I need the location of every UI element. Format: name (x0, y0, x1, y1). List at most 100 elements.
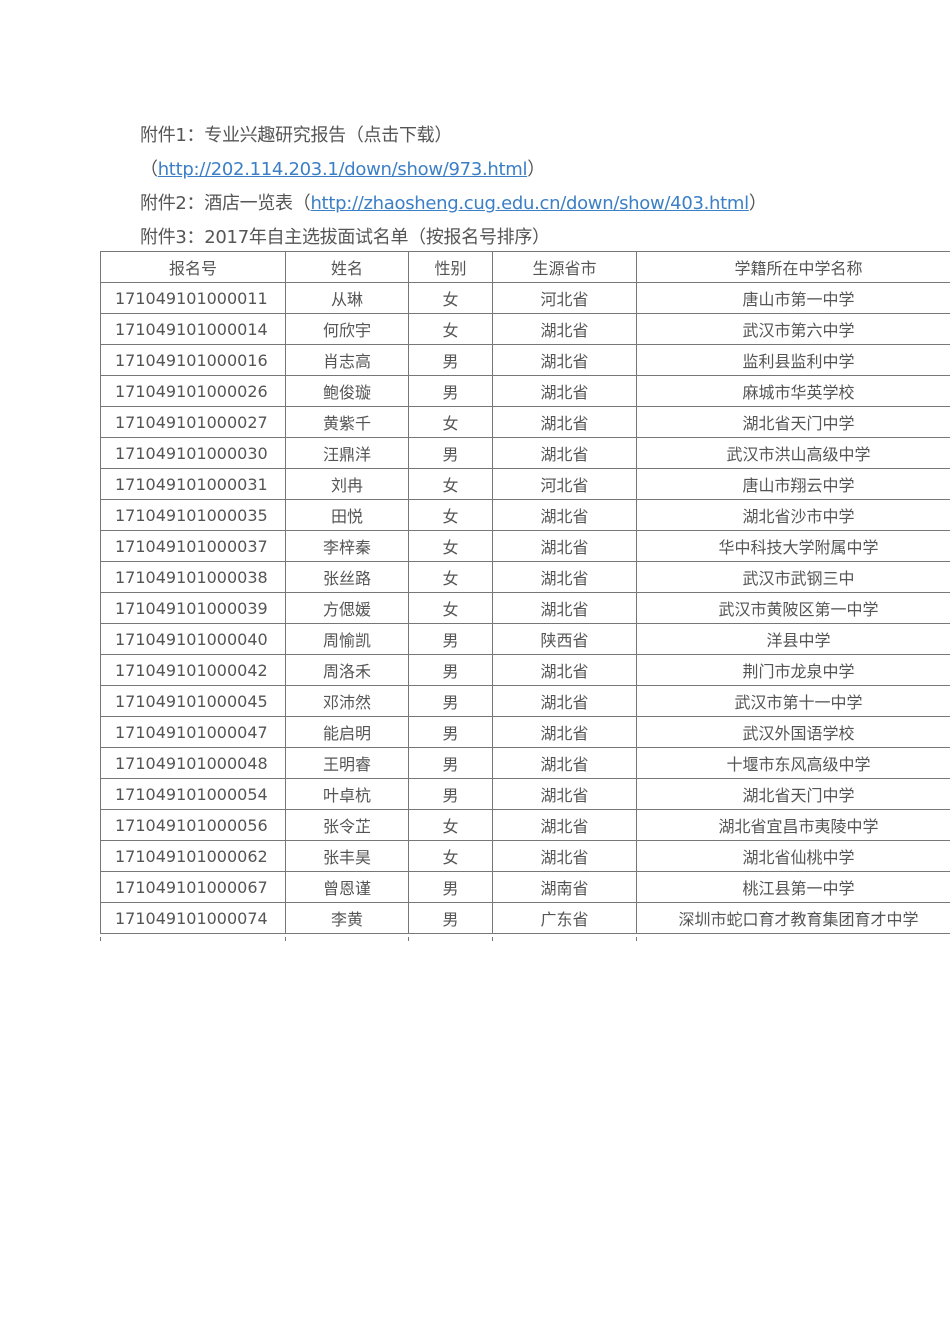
school-name-cell: 湖北省天门中学 (636, 406, 950, 438)
registration-id-cell: 171049101000037 (100, 530, 286, 562)
table-row: 171049101000037 李梓秦女湖北省 华中科技大学附属中学 (100, 530, 950, 562)
table-row: 171049101000047 能启明男湖北省 武汉外国语学校 (100, 716, 950, 748)
registration-id-cell: 171049101000042 (100, 654, 286, 686)
school-name-cell: 荆门市龙泉中学 (636, 654, 950, 686)
gender-cell: 男 (408, 344, 493, 376)
student-name-cell: 方偲媛 (285, 592, 409, 624)
student-name-cell: 邓沛然 (285, 685, 409, 717)
registration-id-cell: 171049101000011 (100, 282, 286, 314)
gender-cell: 男 (408, 902, 493, 934)
table-row: 171049101000056 张令芷女湖北省 湖北省宜昌市夷陵中学 (100, 809, 950, 841)
registration-id-cell: 171049101000039 (100, 592, 286, 624)
gender-cell: 女 (408, 468, 493, 500)
gender-cell: 男 (408, 375, 493, 407)
school-name-cell: 湖北省天门中学 (636, 778, 950, 810)
table-row: 171049101000039 方偲媛女湖北省 武汉市黄陂区第一中学 (100, 592, 950, 624)
school-name-cell: 深圳市蛇口育才教育集团育才中学 (636, 902, 950, 934)
student-name-cell: 肖志高 (285, 344, 409, 376)
school-name-cell: 湖北省仙桃中学 (636, 840, 950, 872)
table-edge (408, 937, 409, 941)
gender-cell: 男 (408, 716, 493, 748)
student-name-cell: 李梓秦 (285, 530, 409, 562)
school-name-cell: 湖北省宜昌市夷陵中学 (636, 809, 950, 841)
table-row: 171049101000035 田悦女湖北省 湖北省沙市中学 (100, 499, 950, 531)
student-name-cell: 何欣宇 (285, 313, 409, 345)
student-name-cell: 张丰昊 (285, 840, 409, 872)
table-row: 171049101000011 从琳女河北省 唐山市第一中学 (100, 282, 950, 314)
province-cell: 湖北省 (492, 344, 637, 376)
column-header: 性别 (408, 251, 493, 283)
gender-cell: 女 (408, 406, 493, 438)
attachment-2-link[interactable]: http://zhaosheng.cug.edu.cn/down/show/40… (310, 193, 749, 214)
registration-id-cell: 171049101000074 (100, 902, 286, 934)
registration-id-cell: 171049101000047 (100, 716, 286, 748)
gender-cell: 女 (408, 282, 493, 314)
student-name-cell: 李黄 (285, 902, 409, 934)
student-name-cell: 刘冉 (285, 468, 409, 500)
registration-id-cell: 171049101000014 (100, 313, 286, 345)
province-cell: 湖北省 (492, 716, 637, 748)
table-row: 171049101000030 汪鼎洋男湖北省 武汉市洪山高级中学 (100, 437, 950, 469)
table-row: 171049101000045 邓沛然男湖北省 武汉市第十一中学 (100, 685, 950, 717)
table-row: 171049101000048 王明睿男湖北省 十堰市东风高级中学 (100, 747, 950, 779)
school-name-cell: 武汉市第十一中学 (636, 685, 950, 717)
gender-cell: 女 (408, 499, 493, 531)
school-name-cell: 唐山市第一中学 (636, 282, 950, 314)
table-row: 171049101000031 刘冉女河北省 唐山市翔云中学 (100, 468, 950, 500)
student-name-cell: 王明睿 (285, 747, 409, 779)
province-cell: 河北省 (492, 282, 637, 314)
attachment-3: 附件3：2017年自主选拔面试名单（按报名号排序） (140, 223, 550, 249)
province-cell: 湖北省 (492, 592, 637, 624)
gender-cell: 女 (408, 313, 493, 345)
attachment-2-text: 附件2：酒店一览表（ (140, 193, 311, 214)
registration-id-cell: 171049101000016 (100, 344, 286, 376)
province-cell: 湖北省 (492, 406, 637, 438)
student-name-cell: 周愉凯 (285, 623, 409, 655)
gender-cell: 女 (408, 840, 493, 872)
school-name-cell: 华中科技大学附属中学 (636, 530, 950, 562)
table-row: 171049101000038 张丝路女湖北省 武汉市武钢三中 (100, 561, 950, 593)
student-name-cell: 张丝路 (285, 561, 409, 593)
province-cell: 河北省 (492, 468, 637, 500)
school-name-cell: 武汉市黄陂区第一中学 (636, 592, 950, 624)
province-cell: 陕西省 (492, 623, 637, 655)
gender-cell: 女 (408, 809, 493, 841)
registration-id-cell: 171049101000054 (100, 778, 286, 810)
table-row: 171049101000074 李黄男广东省 深圳市蛇口育才教育集团育才中学 (100, 902, 950, 934)
student-name-cell: 曾恩谨 (285, 871, 409, 903)
registration-id-cell: 171049101000031 (100, 468, 286, 500)
province-cell: 湖北省 (492, 778, 637, 810)
paren-open: （ (140, 159, 158, 180)
student-name-cell: 能启明 (285, 716, 409, 748)
table-edge (285, 937, 286, 941)
province-cell: 湖北省 (492, 313, 637, 345)
column-header: 生源省市 (492, 251, 637, 283)
gender-cell: 男 (408, 778, 493, 810)
registration-id-cell: 171049101000048 (100, 747, 286, 779)
attachment-1-text: 附件1：专业兴趣研究报告（点击下载） (140, 125, 453, 146)
column-header: 学籍所在中学名称 (636, 251, 950, 283)
table-edge (492, 937, 493, 941)
attachment-3-text: 附件3：2017年自主选拔面试名单（按报名号排序） (140, 227, 550, 248)
gender-cell: 男 (408, 623, 493, 655)
table-row: 171049101000027 黄紫千女湖北省 湖北省天门中学 (100, 406, 950, 438)
attachment-2: 附件2：酒店一览表（http://zhaosheng.cug.edu.cn/do… (140, 189, 767, 215)
attachment-1: 附件1：专业兴趣研究报告（点击下载） (140, 121, 452, 147)
student-name-cell: 鲍俊璇 (285, 375, 409, 407)
school-name-cell: 十堰市东风高级中学 (636, 747, 950, 779)
registration-id-cell: 171049101000038 (100, 561, 286, 593)
column-header: 姓名 (285, 251, 409, 283)
attachment-1-link[interactable]: http://202.114.203.1/down/show/973.html (157, 159, 528, 180)
school-name-cell: 武汉外国语学校 (636, 716, 950, 748)
table-edge (636, 937, 637, 941)
table-header-row: 报名号 姓名 性别 生源省市 学籍所在中学名称 (100, 251, 950, 283)
registration-id-cell: 171049101000027 (100, 406, 286, 438)
registration-id-cell: 171049101000062 (100, 840, 286, 872)
table-row: 171049101000067 曾恩谨男湖南省 桃江县第一中学 (100, 871, 950, 903)
table-row: 171049101000040 周愉凯男陕西省 洋县中学 (100, 623, 950, 655)
school-name-cell: 桃江县第一中学 (636, 871, 950, 903)
gender-cell: 女 (408, 561, 493, 593)
school-name-cell: 湖北省沙市中学 (636, 499, 950, 531)
interview-list-table: 报名号 姓名 性别 生源省市 学籍所在中学名称 171049101000011 从琳女河北… (100, 251, 950, 934)
province-cell: 广东省 (492, 902, 637, 934)
